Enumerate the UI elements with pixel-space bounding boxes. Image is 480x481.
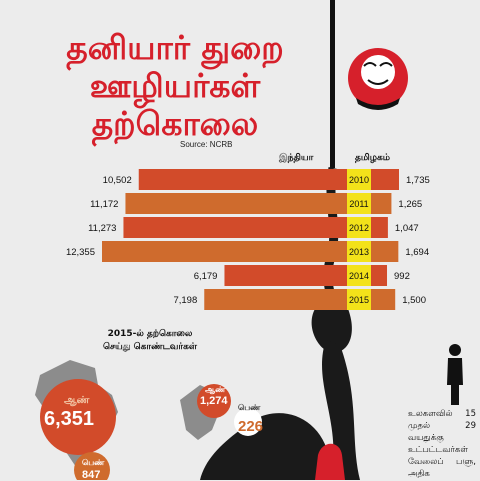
legend-tamilnadu: தமிழகம் [355, 153, 390, 163]
india-bar-2015 [204, 289, 347, 310]
breakdown-subtitle-line-1: 2015-ல் தற்கொலை [107, 329, 193, 339]
india-bar-2014 [224, 265, 347, 286]
tamilnadu-map-icon [180, 384, 262, 440]
rope-illustration [200, 0, 360, 480]
india-value-label-2011: 11,172 [90, 199, 118, 210]
tamilnadu-bar-2011 [371, 193, 392, 214]
year-box-2012 [347, 217, 371, 238]
legend-india: இந்தியா [279, 153, 314, 163]
india-male-value: 6,351 [44, 408, 95, 430]
year-box-2010 [347, 169, 371, 190]
year-label-2011: 2011 [349, 199, 368, 209]
india-female-label: பெண் [82, 458, 105, 467]
year-box-2015 [347, 289, 371, 310]
face-logo-icon [348, 48, 408, 110]
year-box-2014 [347, 265, 371, 286]
year-label-2012: 2012 [349, 223, 369, 233]
tamilnadu-bar-2014 [371, 265, 388, 286]
tamilnadu-value-label-2015: 1,500 [402, 295, 426, 306]
tamilnadu-female-label: பெண் [238, 403, 261, 412]
india-map-icon [35, 360, 118, 480]
india-female-value: 847 [82, 469, 101, 481]
year-box-2011 [347, 193, 371, 214]
breakdown-subtitle-line-2: செய்து கொண்டவர்கள் [103, 342, 197, 352]
source-note: Source: NCRB [180, 140, 233, 149]
side-note: உலகளவில் 15 முதல் 29 வயதுக்கு உட்பட்டவர்… [408, 409, 476, 479]
india-bar-2013 [102, 241, 347, 262]
india-value-label-2010: 10,502 [103, 175, 132, 186]
tamilnadu-value-label-2012: 1,047 [395, 223, 419, 234]
tamilnadu-value-label-2013: 1,694 [405, 247, 429, 258]
tamilnadu-male-label: ஆண் [205, 385, 226, 394]
india-bar-2011 [125, 193, 347, 214]
tamilnadu-value-label-2011: 1,265 [398, 199, 422, 210]
tamilnadu-bar-2013 [371, 241, 399, 262]
india-value-label-2012: 11,273 [88, 223, 116, 234]
tamilnadu-bar-2015 [371, 289, 396, 310]
india-bar-2010 [138, 169, 347, 190]
tamilnadu-male-value: 1,274 [200, 395, 228, 407]
india-value-label-2015: 7,198 [173, 295, 197, 306]
title-line-3: தற்கொலை [91, 104, 259, 143]
tamilnadu-value-label-2010: 1,735 [406, 175, 430, 186]
year-label-2010: 2010 [349, 175, 369, 185]
title-line-2: ஊழியர்கள் [89, 66, 261, 105]
bar-chart: 2010 10,502 1,735 2011 11,172 1,265 2012 11,273… [66, 169, 430, 310]
year-label-2014: 2014 [349, 271, 369, 281]
title-line-1: தனியார் துறை [66, 28, 284, 67]
tamilnadu-female-value: 226 [238, 418, 264, 435]
tamilnadu-bar-2010 [371, 169, 399, 190]
india-value-label-2014: 6,179 [194, 271, 218, 282]
tamilnadu-value-label-2014: 992 [394, 271, 410, 282]
india-value-label-2013: 12,355 [66, 247, 95, 258]
tamilnadu-bar-2012 [371, 217, 388, 238]
man-silhouette-icon [447, 344, 463, 405]
year-box-2013 [347, 241, 371, 262]
india-bar-2012 [123, 217, 348, 238]
year-label-2013: 2013 [349, 247, 369, 257]
india-male-label: ஆண் [64, 395, 90, 406]
year-label-2015: 2015 [349, 295, 369, 305]
